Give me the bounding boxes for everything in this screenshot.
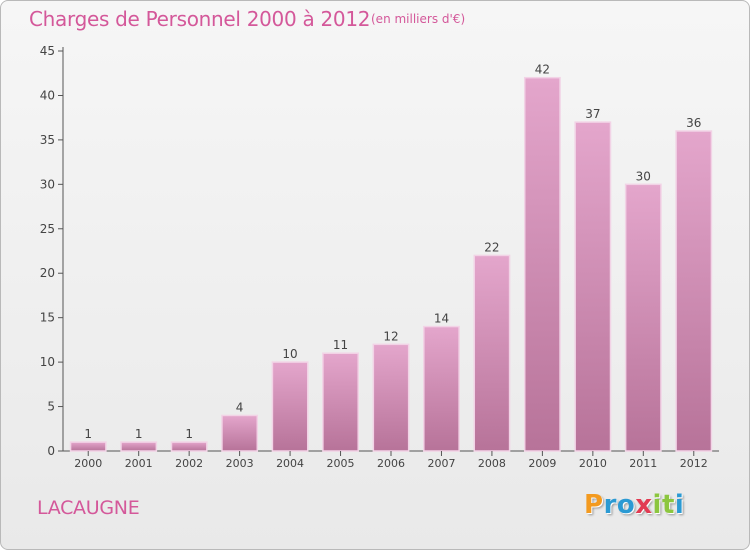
x-tick-label: 2005	[327, 457, 355, 470]
bar	[69, 441, 107, 452]
bar	[322, 352, 359, 452]
x-tick-label: 2003	[226, 457, 254, 470]
bar-value-label: 10	[282, 347, 297, 361]
bar	[372, 343, 410, 452]
logo-letter: i	[652, 490, 662, 520]
bar-value-label: 1	[185, 427, 193, 441]
bar-value-label: 22	[484, 240, 499, 254]
y-tick-label: 20	[40, 266, 55, 280]
y-tick-label: 35	[40, 133, 55, 147]
x-tick-label: 2002	[175, 457, 203, 470]
bar-value-label: 42	[535, 63, 550, 77]
x-tick-label: 2010	[579, 457, 607, 470]
bar	[574, 121, 612, 452]
logo-letter: x	[635, 490, 653, 520]
logo-letter: i	[674, 490, 685, 520]
bar-value-label: 1	[84, 427, 92, 441]
bar-value-label: 12	[383, 329, 398, 343]
x-tick-label: 2011	[629, 457, 657, 470]
chart-title: Charges de Personnel 2000 à 2012	[29, 7, 371, 31]
bar	[473, 254, 511, 452]
bar-value-label: 37	[585, 107, 600, 121]
y-tick-label: 45	[40, 44, 55, 58]
y-tick-label: 5	[47, 400, 55, 414]
bar-value-label: 4	[236, 400, 244, 414]
y-tick-label: 15	[40, 311, 55, 325]
place-name: LACAUGNE	[37, 497, 140, 519]
bar	[221, 414, 259, 452]
y-tick-label: 0	[47, 444, 55, 458]
logo-letter: t	[661, 490, 675, 520]
x-tick-label: 2007	[427, 457, 455, 470]
x-tick-label: 2012	[680, 457, 708, 470]
x-tick-label: 2009	[528, 457, 556, 470]
y-tick-label: 25	[40, 222, 55, 236]
bar	[170, 441, 208, 452]
bar-value-label: 11	[333, 338, 348, 352]
bar	[624, 183, 662, 452]
x-tick-label: 2008	[478, 457, 506, 470]
x-tick-label: 2006	[377, 457, 405, 470]
logo-letter: P	[584, 490, 604, 520]
logo-letter: o	[616, 490, 636, 520]
bar-value-label: 30	[636, 169, 651, 183]
bar-value-label: 14	[434, 312, 449, 326]
y-tick-label: 30	[40, 177, 55, 191]
logo-letter: r	[603, 490, 617, 520]
proxiti-logo[interactable]: Proxiti	[584, 490, 684, 520]
bar	[523, 76, 561, 452]
chart-subtitle: (en milliers d'€)	[371, 12, 466, 26]
y-tick-label: 40	[40, 88, 55, 102]
x-tick-label: 2004	[276, 457, 304, 470]
bar	[423, 325, 460, 452]
x-tick-label: 2001	[125, 457, 153, 470]
bar	[120, 441, 158, 452]
bar-value-label: 36	[686, 116, 701, 130]
y-tick-label: 10	[40, 355, 55, 369]
x-tick-label: 2000	[74, 457, 102, 470]
bar-value-label: 1	[135, 427, 143, 441]
bar	[271, 361, 309, 452]
bar	[675, 130, 713, 452]
